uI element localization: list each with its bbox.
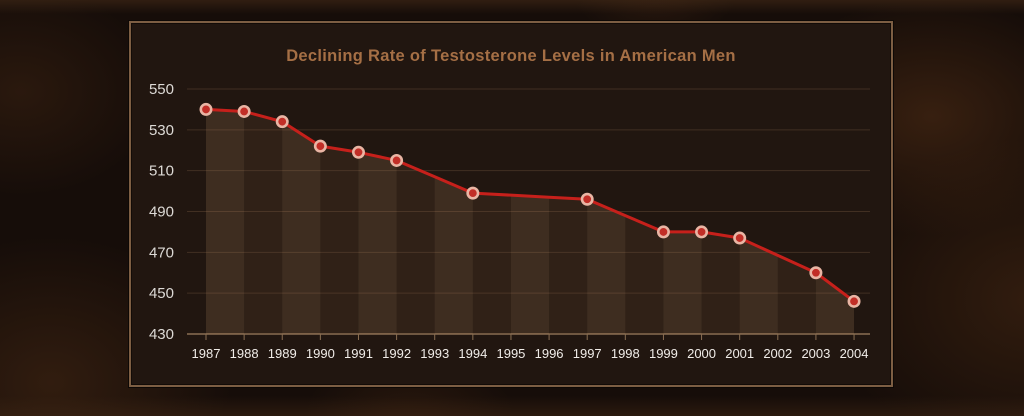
x-axis-tick-label: 2002 bbox=[763, 346, 792, 361]
chart-svg: 430 450 470 490 510 530 550 1987 1988 1989 1990 199… bbox=[149, 81, 870, 361]
data-line bbox=[204, 107, 856, 303]
data-point-marker bbox=[199, 102, 213, 116]
data-point-marker bbox=[466, 186, 480, 200]
data-point-marker bbox=[275, 115, 289, 129]
x-axis-tick-label: 1987 bbox=[192, 346, 221, 361]
data-point-marker bbox=[847, 294, 861, 308]
x-axis-tick-label: 1994 bbox=[458, 346, 487, 361]
data-point-marker bbox=[695, 225, 709, 239]
area-stripe bbox=[244, 109, 283, 334]
area-stripe bbox=[663, 109, 702, 334]
y-axis-tick-label: 430 bbox=[149, 326, 174, 343]
area-fill bbox=[206, 109, 855, 335]
x-axis-tick-label: 1996 bbox=[535, 346, 564, 361]
x-axis-tick-label: 1992 bbox=[382, 346, 411, 361]
data-point-marker bbox=[809, 266, 823, 280]
y-axis-tick-label: 530 bbox=[149, 122, 174, 139]
data-point-marker bbox=[733, 231, 747, 245]
area-stripe bbox=[510, 109, 550, 334]
area-stripe bbox=[472, 109, 511, 334]
x-axis-tick-label: 1997 bbox=[573, 346, 602, 361]
x-axis-tick-label: 1995 bbox=[496, 346, 525, 361]
y-axis-tick-label: 490 bbox=[149, 204, 174, 221]
x-axis-tick-label: 1991 bbox=[344, 346, 373, 361]
area-stripe bbox=[701, 109, 740, 334]
x-axis-tick-label: 2001 bbox=[725, 346, 754, 361]
x-axis-tick-label: 2000 bbox=[687, 346, 716, 361]
data-point-marker bbox=[656, 225, 670, 239]
y-axis-tick-label: 450 bbox=[149, 285, 174, 302]
y-axis-tick-label: 470 bbox=[149, 244, 174, 261]
x-axis-tick-label: 1999 bbox=[649, 346, 678, 361]
area-stripe bbox=[396, 109, 435, 334]
data-point-marker bbox=[390, 153, 404, 167]
x-axis-tick-label: 1993 bbox=[420, 346, 449, 361]
y-axis-tick-label: 550 bbox=[149, 81, 174, 98]
area-stripe bbox=[777, 109, 816, 334]
data-point-marker bbox=[313, 139, 327, 153]
data-point-marker bbox=[237, 104, 251, 118]
x-axis-tick-label: 2004 bbox=[840, 346, 869, 361]
chart-title: Declining Rate of Testosterone Levels in… bbox=[286, 47, 736, 65]
area-stripe bbox=[358, 109, 397, 334]
data-point-marker bbox=[580, 192, 594, 206]
area-stripe bbox=[206, 109, 245, 334]
area-stripe bbox=[549, 109, 588, 334]
x-axis-tick-label: 1998 bbox=[611, 346, 640, 361]
data-point-marker bbox=[351, 145, 365, 159]
area-stripe bbox=[282, 109, 321, 334]
x-axis-tick-label: 2003 bbox=[801, 346, 830, 361]
x-axis-tick-label: 1990 bbox=[306, 346, 335, 361]
area-stripe bbox=[625, 109, 664, 334]
area-stripe bbox=[739, 109, 778, 334]
area-stripe bbox=[434, 109, 473, 334]
area-stripe bbox=[320, 109, 359, 334]
x-axis-tick-label: 1989 bbox=[268, 346, 297, 361]
chart-panel: Declining Rate of Testosterone Levels in… bbox=[129, 21, 893, 387]
x-axis-tick-label: 1988 bbox=[230, 346, 259, 361]
y-axis-tick-label: 510 bbox=[149, 163, 174, 180]
